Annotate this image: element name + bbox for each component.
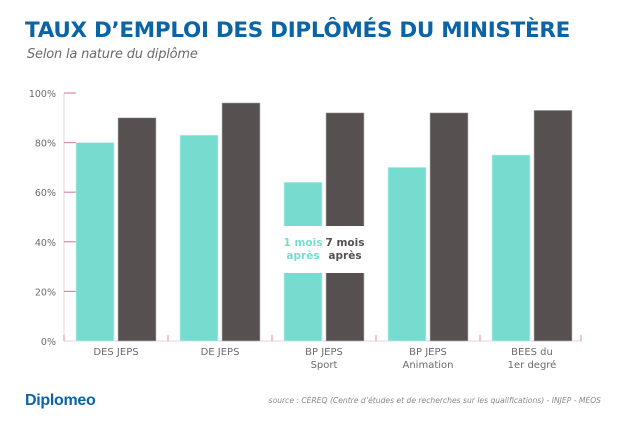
bar-one-month <box>387 167 427 342</box>
x-tick-label: Animation <box>403 360 454 371</box>
x-axis: DES JEPS DE JEPS BP JEPS Sport BP JEPS Animat… <box>63 335 582 371</box>
x-tick-label: DE JEPS <box>201 347 240 358</box>
x-tick-label: BEES du <box>511 347 553 358</box>
chart-title: TAUX D’EMPLOI DES DIPLÔMÉS DU MINISTÈRE <box>25 18 570 43</box>
bar-seven-months <box>533 110 573 342</box>
chart-subtitle: Selon la nature du diplôme <box>27 47 198 62</box>
bar-seven-months <box>429 112 469 342</box>
x-tick-label: Sport <box>311 360 338 371</box>
bars <box>75 102 573 342</box>
y-tick-label: 0% <box>41 337 56 348</box>
y-tick-label: 60% <box>35 188 56 199</box>
diplomeo-logo: Diplomeo <box>25 392 96 409</box>
legend-label-seven-months: après <box>328 250 361 262</box>
x-tick-label: BP JEPS <box>305 347 343 358</box>
x-tick-label: 1er degré <box>508 359 557 371</box>
y-tick-label: 40% <box>35 238 56 249</box>
y-tick-label: 20% <box>35 287 56 298</box>
x-tick-label: DES JEPS <box>93 347 138 358</box>
legend-label-one-month: après <box>286 250 319 262</box>
bar-one-month <box>75 142 115 342</box>
bar-one-month <box>491 154 531 342</box>
bar-one-month <box>179 134 219 342</box>
bar-seven-months <box>221 102 261 342</box>
legend-label-one-month: 1 mois <box>284 237 323 249</box>
y-axis: 0% 20% 40% 60% 80% 100% <box>29 89 76 348</box>
legend-label-seven-months: 7 mois <box>326 237 365 249</box>
source-note: source : CÉREQ (Centre d’études et de re… <box>268 396 601 405</box>
bar-seven-months <box>117 117 157 342</box>
legend-background <box>282 226 366 273</box>
y-tick-label: 100% <box>29 89 56 100</box>
y-tick-label: 80% <box>35 139 56 150</box>
x-tick-label: BP JEPS <box>409 347 447 358</box>
